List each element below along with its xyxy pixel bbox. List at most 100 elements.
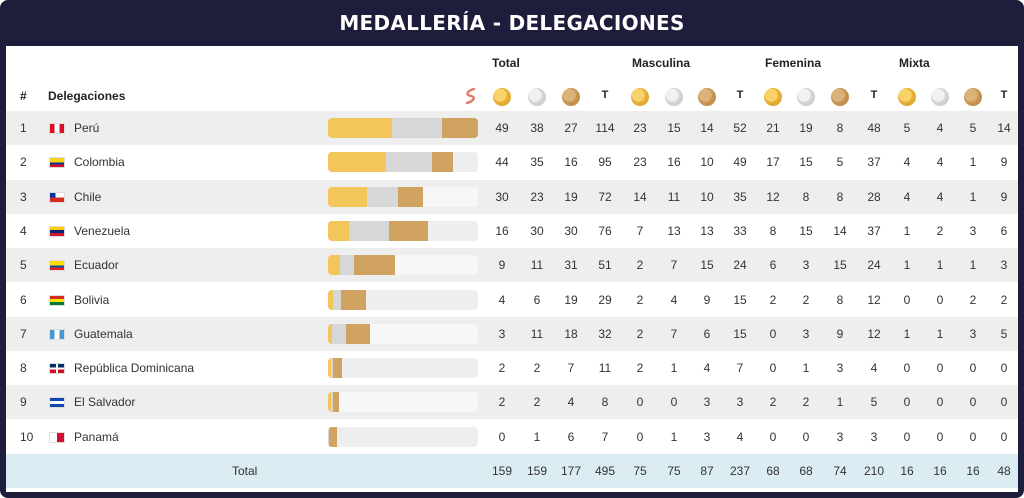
table-row[interactable]: 3 Chile 30 23 19 72 14 11 10 35 12 8 8 28 4 4 1 9 [6,179,1018,214]
masculina-count: 11 [667,189,681,204]
rank: 2 [20,155,27,170]
column-header-total-t[interactable]: T [601,89,609,101]
delegation-name[interactable]: Ecuador [74,258,119,273]
total-count: 11 [598,361,612,376]
femenina-count: 4 [870,361,878,376]
femenina-count: 3 [870,429,878,444]
mixta-count: 4 [936,189,944,204]
total-count: 3 [498,326,506,341]
total-count: 1 [533,429,541,444]
femenina-count: 37 [867,223,881,238]
mixta-count: 1 [903,326,911,341]
table-row[interactable]: 2 Colombia 44 35 16 95 23 16 10 49 17 15 5 37 4 4 1 9 [6,145,1018,179]
femenina-count: 8 [769,223,777,238]
mixta-count: 4 [936,121,944,135]
table-row[interactable]: 5 Ecuador 9 11 31 51 2 7 15 24 6 3 15 24 1 1 1 3 [6,248,1018,283]
mixta-count: 1 [936,326,944,341]
masculina-count: 33 [733,223,747,238]
mixta-count: 2 [1000,292,1008,307]
delegation-name[interactable]: Guatemala [74,326,133,341]
silver-medal-icon[interactable] [931,88,949,106]
delegation-name[interactable]: Panamá [74,429,119,444]
masculina-count: 15 [700,258,714,273]
mixta-count: 0 [1000,361,1008,376]
bronze-medal-icon[interactable] [964,88,982,106]
table-row[interactable]: 1 Perú 49 38 27 114 23 15 14 52 21 19 8 48 5 4 5 14 [6,111,1018,145]
masculina-count: 16 [667,155,681,170]
delegation-name[interactable]: Bolivia [74,292,110,307]
femenina-count: 3 [836,429,844,444]
silver-medal-icon[interactable] [528,88,546,106]
masculina-count: 13 [667,223,681,238]
medal-distribution-bar [328,152,478,173]
flag-icon [49,363,65,375]
total-count: 27 [564,121,578,135]
bronze-medal-icon[interactable] [698,88,716,106]
bronze-medal-icon[interactable] [562,88,580,106]
masculina-count: 3 [736,395,744,410]
mixta-count: 3 [969,326,977,341]
femenina-count: 2 [769,292,777,307]
column-header-femenina-t[interactable]: T [870,89,878,101]
bronze-segment [333,392,339,413]
silver-medal-icon[interactable] [797,88,815,106]
gold-medal-icon[interactable] [631,88,649,106]
totals-total-count: 177 [560,464,582,478]
rank: 4 [20,223,27,238]
silver-segment [330,392,334,413]
medal-distribution-bar [328,426,478,447]
mixta-count: 0 [903,361,911,376]
mixta-count: 1 [969,189,977,204]
total-count: 11 [530,258,544,273]
totals-masculina-count: 75 [667,464,681,478]
total-count: 29 [598,292,612,307]
bronze-medal-icon[interactable] [831,88,849,106]
delegation-name[interactable]: Venezuela [74,223,131,238]
table-row[interactable]: 9 El Salvador 2 2 4 8 0 0 3 3 2 2 1 5 0 0 0 0 [6,385,1018,420]
femenina-count: 15 [799,223,813,238]
masculina-count: 4 [670,292,678,307]
rank: 9 [20,395,27,410]
total-count: 9 [498,258,506,273]
masculina-count: 7 [636,223,644,238]
delegation-name[interactable]: Perú [74,121,100,135]
sort-icon[interactable] [461,86,481,106]
column-header-delegations[interactable]: Delegaciones [48,89,126,103]
delegation-name[interactable]: Chile [74,189,102,204]
total-count: 95 [598,155,612,170]
medal-distribution-bar [328,358,478,379]
table-row[interactable]: 6 Bolivia 4 6 19 29 2 4 9 15 2 2 8 12 0 0 2 2 [6,283,1018,317]
femenina-count: 3 [802,258,810,273]
gold-segment [328,289,334,310]
table-row[interactable]: 4 Venezuela 16 30 30 76 7 13 13 33 8 15 14 37 1 2 3 6 [6,214,1018,248]
flag-icon [49,191,65,203]
total-count: 2 [533,361,541,376]
femenina-count: 1 [836,395,844,410]
medal-distribution-bar [328,186,478,207]
gold-medal-icon[interactable] [898,88,916,106]
masculina-count: 0 [636,429,644,444]
mixta-count: 0 [969,361,977,376]
delegation-name[interactable]: Colombia [74,155,125,170]
flag-icon [49,225,65,237]
femenina-count: 8 [836,121,844,135]
masculina-count: 23 [633,155,647,170]
femenina-count: 2 [802,395,810,410]
gold-medal-icon[interactable] [764,88,782,106]
gold-medal-icon[interactable] [493,88,511,106]
table-row[interactable]: 10 Panamá 0 1 6 7 0 1 3 4 0 0 3 3 0 0 0 0 [6,420,1018,454]
femenina-count: 5 [870,395,878,410]
table-row[interactable]: 7 Guatemala 3 11 18 32 2 7 6 15 0 3 9 12 1 1 3 5 [6,316,1018,351]
femenina-count: 19 [799,121,813,135]
silver-medal-icon[interactable] [665,88,683,106]
column-header-mixta-t[interactable]: T [1000,89,1008,101]
table-row[interactable]: 8 República Dominicana 2 2 7 11 2 1 4 7 0 1 3 4 0 0 0 0 [6,351,1018,385]
total-count: 8 [601,395,609,410]
group-header-mixta: Mixta [899,56,930,70]
delegation-name[interactable]: El Salvador [74,395,136,410]
column-header-masculina-t[interactable]: T [736,89,744,101]
delegation-name[interactable]: República Dominicana [74,361,195,376]
femenina-count: 0 [802,429,810,444]
masculina-count: 24 [733,258,747,273]
totals-masculina-count: 87 [700,464,714,478]
